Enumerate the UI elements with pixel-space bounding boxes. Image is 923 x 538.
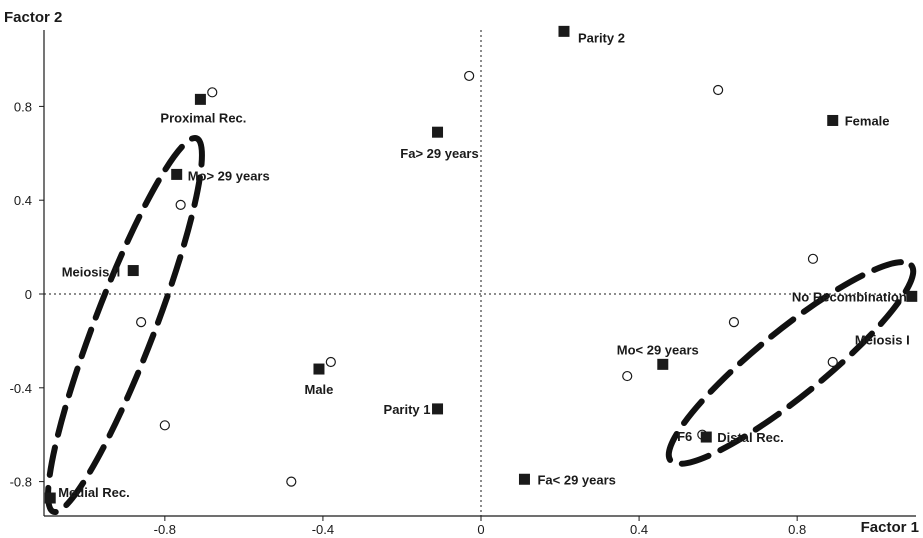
grouping-left	[45, 134, 205, 516]
variable-label: No Recombination	[792, 289, 907, 304]
variable-label: Mo< 29 years	[617, 342, 699, 357]
y-tick-label: -0.4	[10, 381, 32, 396]
reference-lines	[44, 30, 916, 516]
variable-point	[313, 363, 325, 375]
variable-point	[171, 168, 183, 180]
grouping-right	[665, 259, 917, 467]
variable-label: Female	[845, 113, 890, 128]
observation-point	[159, 420, 170, 431]
x-tick-label: 0	[477, 522, 484, 537]
axis-ticks: -0.8 -0.4 0 0.4 0.8 -0.8 -0.4 0 0.4 0.8	[10, 99, 807, 537]
variable-point	[432, 403, 444, 415]
observation-point	[175, 199, 186, 210]
x-tick-label: -0.4	[312, 522, 334, 537]
grouping-outlines	[45, 134, 917, 516]
variable-label: Male	[305, 382, 334, 397]
variable-point	[700, 431, 712, 443]
observation-point	[728, 317, 740, 328]
variable-point	[558, 25, 570, 37]
observation-point	[325, 356, 336, 368]
variable-label: Distal Rec.	[717, 430, 783, 445]
variable-label: Parity 1	[384, 402, 431, 417]
y-tick-label: -0.8	[10, 475, 32, 490]
observation-point	[622, 370, 633, 382]
observation-point	[827, 356, 838, 368]
x-tick-label: -0.8	[154, 522, 176, 537]
variable-label: Meiosis II	[62, 265, 121, 280]
variable-label: Parity 2	[578, 30, 625, 45]
observation-point	[286, 476, 297, 487]
variable-point	[518, 473, 530, 485]
variable-point	[432, 126, 444, 138]
y-tick-label: 0	[25, 287, 32, 302]
y-tick-label: 0.4	[14, 193, 32, 208]
variable-label: Medial Rec.	[58, 485, 130, 500]
variable-label: Proximal Rec.	[160, 110, 246, 125]
observation-point	[464, 70, 475, 82]
observation-point	[713, 84, 724, 96]
variable-point	[127, 265, 139, 277]
plot-frame	[43, 30, 916, 517]
observation-points	[136, 70, 838, 487]
observation-point	[136, 317, 147, 328]
variable-points: Parity 2 Proximal Rec. Fa> 29 years Female M…	[44, 25, 918, 504]
x-axis-title: Factor 1	[861, 519, 919, 536]
x-tick-label: 0.8	[788, 522, 806, 537]
variable-label: Mo> 29 years	[188, 168, 270, 183]
variable-label: Fa< 29 years	[537, 472, 615, 487]
observation-point	[807, 253, 819, 264]
y-tick-label: 0.8	[14, 99, 32, 114]
variable-point	[194, 93, 206, 105]
variable-label: Meiosis I	[855, 332, 910, 347]
variable-label: Fa> 29 years	[400, 146, 478, 161]
observation-point	[207, 87, 218, 98]
variable-point	[906, 290, 918, 302]
variable-point	[657, 358, 669, 370]
variable-point	[827, 114, 839, 126]
variable-label: F6	[677, 429, 692, 444]
x-tick-label: 0.4	[630, 522, 648, 537]
y-axis-title: Factor 2	[4, 9, 62, 26]
variable-point	[44, 492, 56, 504]
